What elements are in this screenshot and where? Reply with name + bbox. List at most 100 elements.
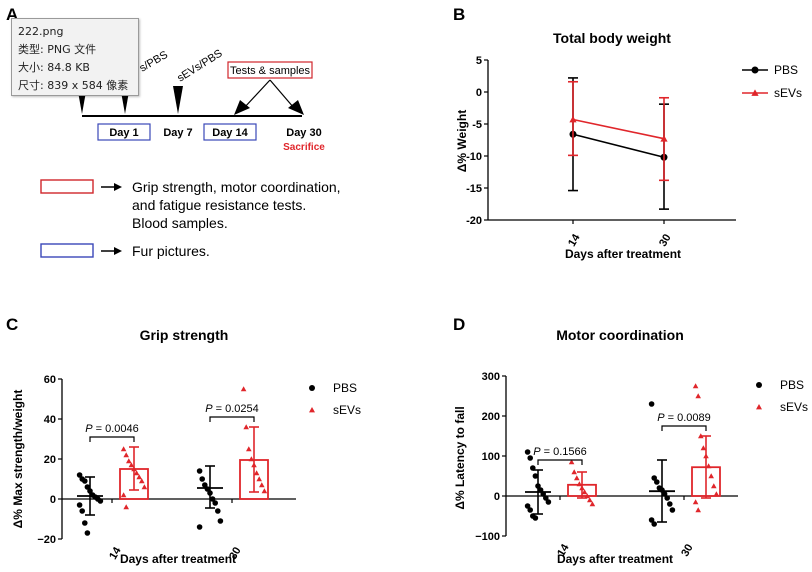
chart-c-sevs-dot	[243, 424, 249, 430]
chart-d-sevs-dot	[692, 383, 699, 389]
chart-c-pbs-dot	[87, 488, 93, 494]
chart-d-y-tick-label: 200	[482, 411, 500, 423]
chart-c-pbs-dot	[82, 478, 88, 484]
chart-d-sevs-dot	[695, 507, 701, 513]
tooltip-filename: 222.png	[18, 25, 64, 38]
chart-b-y-tick-label: -5	[472, 119, 482, 131]
day1-box	[97, 123, 151, 141]
chart-d-pbs-dot	[530, 465, 536, 471]
chart-d-pbs-dot	[664, 495, 670, 501]
chart-c-sevs-dot	[120, 492, 127, 498]
chart-c-y-tick-label: 60	[44, 374, 56, 386]
chart-b-y-tick-label: 5	[476, 55, 482, 67]
chart-d-sig-p: P	[533, 446, 541, 458]
tooltip-dimensions: 尺寸: 839 x 584 像素	[18, 79, 129, 92]
chart-d-pbs-dot	[651, 521, 657, 527]
chart-d-y-tick-label: 0	[494, 491, 500, 503]
chart-c-sevs-dot	[126, 458, 132, 464]
chart-d-sevs-dot	[574, 475, 580, 481]
chart-d-pbs-dot	[667, 501, 673, 507]
chart-b-pbs-line	[572, 133, 665, 159]
legend-red-line3: Blood samples.	[132, 215, 228, 231]
chart-d-pbs-dot	[661, 491, 668, 497]
chart-d-sevs-dot	[587, 497, 593, 503]
day30-label: Day 30	[286, 127, 321, 139]
chart-d-pbs-dot	[540, 491, 546, 497]
chart-d-sevs-dot	[589, 501, 596, 507]
chart-b-title: Total body weight	[553, 30, 671, 46]
chart-d-pbs-dot	[669, 507, 676, 513]
chart-d-sevs-dot	[571, 469, 577, 475]
chart-c-sig-label: P = 0.0046	[85, 423, 139, 435]
arrow-to-day14	[243, 79, 271, 109]
chart-d-sevs-dot	[711, 483, 717, 489]
chart-d-sevs-dot	[703, 453, 709, 459]
chart-c-legend-pbs-marker	[309, 385, 315, 391]
chart-c-pbs-dot	[76, 472, 83, 478]
chart-c-pbs-dot	[79, 508, 85, 514]
chart-c-sevs-dot	[253, 470, 260, 476]
chart-d-sevs-dot	[584, 493, 590, 499]
chart-c-y-tick-label: 20	[44, 454, 56, 466]
chart-c-pbs-dot	[199, 476, 205, 482]
chart-d-pbs-dot	[527, 507, 533, 513]
legend-red-arrowhead	[114, 183, 122, 191]
chart-c-pbs-dot	[196, 524, 203, 530]
chart-c-ylabel: Δ% Max strength/weight	[11, 390, 25, 529]
chart-d-pbs-dot	[654, 479, 660, 485]
chart-d-sig-label: P = 0.1566	[533, 446, 587, 458]
legend-blue-arrowhead	[114, 247, 122, 255]
legend-blue-line1: Fur pictures.	[132, 243, 210, 259]
chart-d-sevs-dot	[705, 463, 712, 469]
chart-c-pbs-dot	[215, 508, 221, 514]
chart-c-sevs-dot	[133, 470, 140, 476]
chart-c-sevs-dot	[246, 446, 252, 452]
chart-d-pbs-dot	[648, 517, 655, 523]
chart-b-ylabel: Δ% Weight	[455, 110, 469, 172]
chart-d-y-tick-label: −100	[475, 531, 500, 543]
chart-c-sig-label: P = 0.0254	[205, 403, 259, 415]
chart-c-pbs-dot	[209, 496, 216, 502]
chart-d-sevs-dot	[576, 481, 583, 487]
chart-d-sevs-dot	[581, 489, 588, 495]
chart-c-pbs-dot	[204, 486, 211, 492]
chart-d-legend-sevs-marker	[756, 404, 762, 410]
chart-c-sevs-dot	[131, 466, 137, 472]
chart-c-sevs-dot	[251, 462, 257, 468]
chart-c-x-tick-label: 30	[227, 545, 244, 562]
chart-b-y-tick-label: -10	[466, 151, 482, 163]
chart-d-sig-value: = 0.0089	[665, 412, 711, 424]
marker-pbs-label: s/PBS	[138, 49, 170, 75]
day1-label: Day 1	[109, 127, 138, 139]
chart-b-xlabel: Days after treatment	[565, 247, 681, 261]
chart-b-legend-sevs-label: sEVs	[774, 86, 802, 100]
chart-c-sevs-dot	[240, 386, 247, 392]
chart-c-pbs-dot	[212, 500, 218, 506]
chart-c-legend-sevs-marker	[309, 407, 315, 413]
tooltip-size: 大小: 84.8 KB	[18, 61, 90, 74]
chart-d-sig-bracket	[661, 425, 707, 431]
chart-c-pbs-dot	[217, 518, 224, 524]
chart-c-pbs-dot	[202, 482, 208, 488]
legend-red-box	[40, 179, 94, 194]
chart-d-sig-label: P = 0.0089	[657, 412, 711, 424]
chart-c-sig-p: P	[205, 403, 213, 415]
chart-b-sevs-point	[660, 135, 668, 142]
day14-box	[203, 123, 257, 141]
chart-d-pbs-dot	[545, 499, 552, 505]
chart-d-pbs-dot	[527, 455, 533, 461]
chart-c-sig-value: = 0.0046	[93, 423, 139, 435]
chart-c-sig-bracket	[89, 436, 135, 442]
panel-c-letter: C	[6, 315, 18, 334]
chart-c-pbs-dot	[97, 498, 104, 504]
arrow-to-day30	[269, 79, 295, 109]
chart-c-sevs-dot	[141, 484, 148, 490]
chart-c-y-tick-label: 40	[44, 414, 56, 426]
chart-d-sevs-dot	[713, 491, 720, 497]
chart-total-body-weight: Total body weight Days after treatment Δ…	[455, 30, 802, 261]
chart-c-pbs-dot	[196, 468, 203, 474]
chart-d-sevs-dot	[708, 473, 714, 479]
chart-d-legend-pbs-label: PBS	[780, 378, 804, 392]
chart-c-sevs-dot	[139, 478, 145, 484]
